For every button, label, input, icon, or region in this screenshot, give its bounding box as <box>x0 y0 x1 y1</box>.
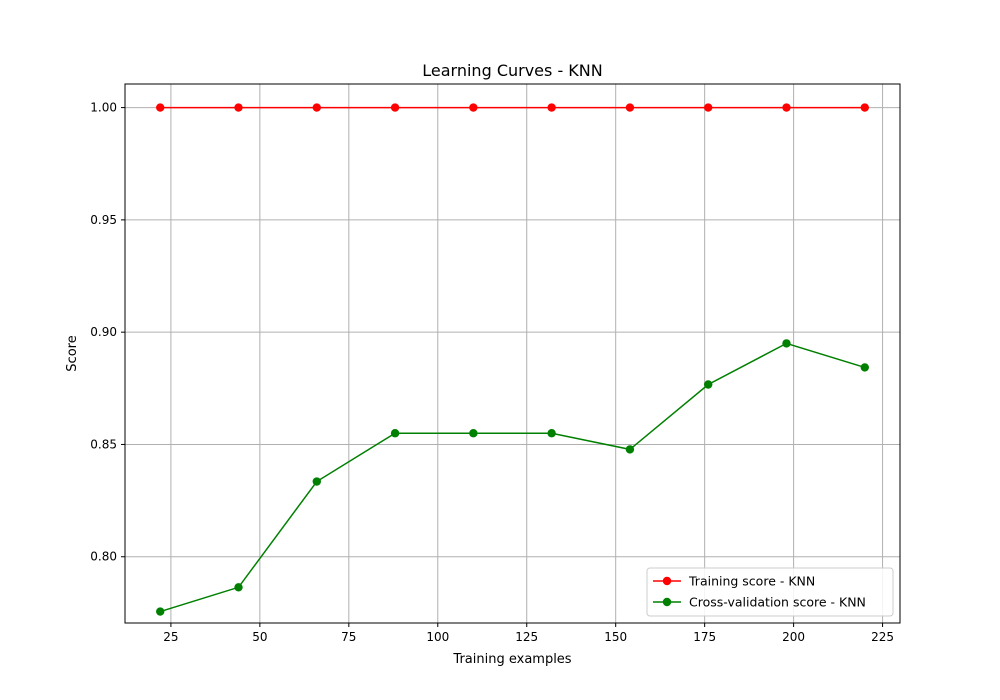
y-tick-label: 0.80 <box>90 550 117 564</box>
series-2-point <box>469 429 478 438</box>
legend-marker <box>662 576 672 586</box>
y-axis-label: Score <box>65 335 80 371</box>
x-axis-label: Training examples <box>452 652 571 667</box>
series-2-point <box>312 477 321 486</box>
grid <box>125 84 900 623</box>
y-tick-label: 1.00 <box>90 101 117 115</box>
series-1-point <box>234 103 243 112</box>
y-tick-label: 0.90 <box>90 325 117 339</box>
series-1-point <box>312 103 321 112</box>
series-1-point <box>625 103 635 112</box>
x-tick-label: 125 <box>515 630 538 644</box>
series-2-point <box>704 380 713 389</box>
series-2-point <box>860 363 869 372</box>
y-tick-label: 0.95 <box>90 213 117 227</box>
y-tick-label: 0.85 <box>90 437 117 451</box>
chart-title: Learning Curves - KNN <box>422 61 602 80</box>
series-2-point <box>547 429 556 438</box>
series-1-point <box>390 103 400 112</box>
legend-label: Cross-validation score - KNN <box>689 595 866 610</box>
series-2-point <box>390 429 400 438</box>
series-2-point <box>234 583 243 592</box>
x-tick-label: 25 <box>163 630 178 644</box>
x-tick-label: 175 <box>693 630 716 644</box>
legend: Training score - KNN Cross-validation sco… <box>646 567 894 617</box>
x-tick-label: 150 <box>604 630 627 644</box>
series-2-point <box>782 339 791 348</box>
series-1-point <box>704 103 713 112</box>
series-1-point <box>156 103 165 112</box>
axis-ticks: 25 50 75 100 125 150 175 200 225 0.80 0.85 0.90 0.95… <box>90 101 894 644</box>
series-1-point <box>469 103 478 112</box>
legend-box <box>646 567 894 617</box>
series-layer <box>156 103 869 616</box>
x-tick-label: 225 <box>871 630 894 644</box>
x-tick-label: 200 <box>782 630 805 644</box>
series-1-point <box>860 103 869 112</box>
series-line-2 <box>160 342 865 613</box>
series-2-point <box>625 445 635 454</box>
x-tick-label: 50 <box>252 630 267 644</box>
x-tick-label: 75 <box>341 630 356 644</box>
plot-frame <box>124 83 901 624</box>
series-1-point <box>547 103 556 112</box>
x-tick-label: 100 <box>426 630 449 644</box>
series-1-point <box>782 103 791 112</box>
legend-label: Training score - KNN <box>688 574 815 589</box>
series-2-point <box>156 607 165 616</box>
legend-marker <box>662 597 672 607</box>
